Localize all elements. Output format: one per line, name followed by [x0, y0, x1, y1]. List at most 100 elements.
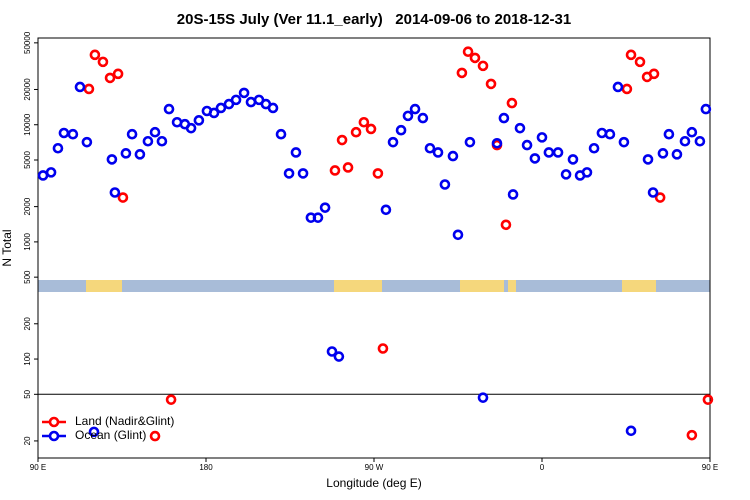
point [358, 116, 370, 128]
point [336, 134, 348, 146]
point [618, 136, 630, 148]
point [104, 72, 116, 84]
point [612, 81, 624, 93]
y-tick-label: 50 [23, 389, 32, 398]
legend-label: Land (Nadir&Glint) [75, 414, 174, 428]
y-tick-label: 500 [23, 270, 32, 284]
point [215, 102, 227, 114]
point [439, 179, 451, 190]
point [491, 137, 503, 149]
surface-strip [38, 280, 710, 292]
point [45, 167, 57, 178]
x-tick-label: 90 E [30, 463, 46, 472]
point [648, 68, 660, 80]
y-tick-label: 100 [23, 352, 32, 366]
point [380, 204, 392, 216]
point [275, 128, 287, 140]
point [469, 52, 481, 64]
point [654, 192, 666, 203]
point [67, 128, 79, 140]
x-axis-label: Longitude (deg E) [326, 476, 421, 490]
point [365, 123, 377, 135]
plot-frame [37, 37, 711, 459]
point [109, 187, 121, 198]
point [625, 425, 637, 437]
point [88, 426, 100, 438]
point [117, 192, 129, 203]
legend-marker [48, 416, 60, 428]
point [395, 124, 407, 136]
y-tick-label: 20 [23, 436, 32, 445]
point [604, 128, 616, 140]
point [208, 107, 220, 119]
point [500, 219, 512, 231]
point [686, 429, 698, 441]
point [106, 154, 118, 165]
point [642, 154, 654, 165]
point [165, 394, 177, 405]
point [156, 135, 168, 147]
point [679, 135, 691, 147]
land-strip [622, 280, 656, 292]
point [625, 49, 637, 61]
point [686, 126, 698, 138]
point [417, 112, 429, 124]
point [89, 49, 101, 61]
land-strip [508, 280, 516, 292]
point [312, 212, 324, 223]
point [477, 392, 489, 403]
point [74, 81, 86, 93]
point [149, 126, 161, 138]
point [402, 110, 414, 122]
point [514, 122, 526, 134]
point [498, 112, 510, 124]
point [596, 127, 608, 139]
point [283, 168, 295, 179]
y-tick-label: 10000 [23, 113, 32, 136]
point [506, 97, 518, 109]
point [536, 132, 548, 143]
point [552, 147, 564, 158]
point [507, 189, 519, 200]
point [447, 150, 459, 162]
point [702, 394, 714, 405]
y-tick-label: 1000 [23, 232, 32, 250]
point [377, 343, 389, 354]
point [290, 147, 302, 158]
land-strip [86, 280, 122, 292]
point [462, 46, 474, 58]
point [621, 83, 633, 95]
point [83, 83, 95, 95]
point [521, 139, 533, 151]
x-tick-label: 90 E [702, 463, 718, 472]
point [52, 142, 64, 154]
y-tick-label: 20000 [23, 78, 32, 101]
legend-marker [48, 430, 60, 442]
point [464, 136, 476, 148]
point [657, 148, 669, 159]
point [267, 102, 279, 114]
point [97, 56, 109, 68]
x-tick-label: 90 W [365, 463, 384, 472]
x-tick-label: 0 [540, 463, 545, 472]
y-axis-label: N Total [0, 229, 14, 266]
legend-label: Ocean (Glint) [75, 428, 146, 442]
point [456, 67, 468, 79]
point [319, 202, 331, 213]
land-strip [460, 280, 504, 292]
point [193, 115, 205, 126]
chart-title: 20S-15S July (Ver 11.1_early) 2014-09-06… [177, 11, 571, 28]
land-strip [334, 280, 382, 292]
point [671, 149, 683, 160]
point [567, 154, 579, 165]
point [700, 103, 712, 115]
point [238, 87, 250, 99]
point [81, 136, 93, 148]
point [163, 103, 175, 115]
point [149, 430, 161, 442]
point [634, 56, 646, 68]
point [112, 68, 124, 80]
point [350, 126, 362, 138]
point [134, 149, 146, 160]
